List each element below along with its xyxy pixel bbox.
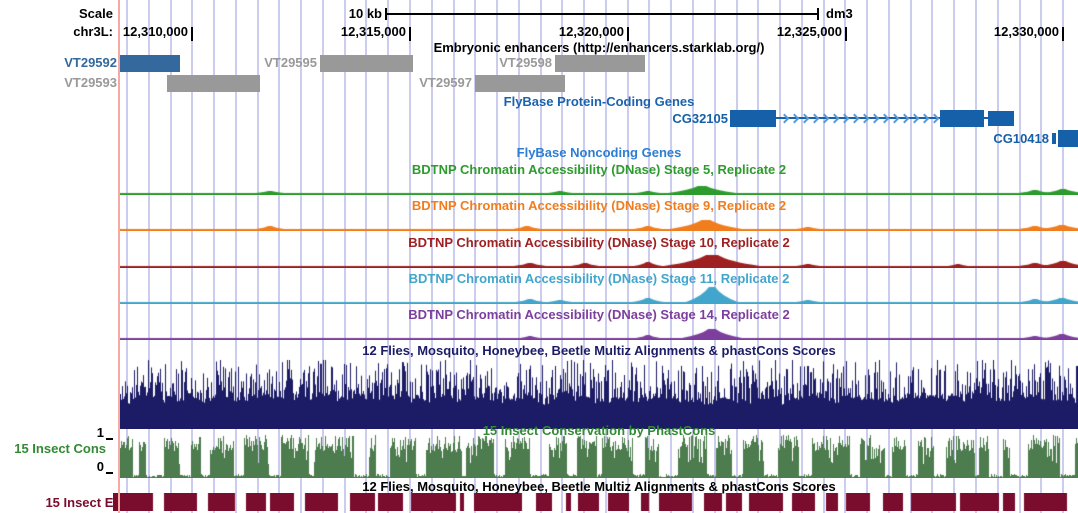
gene-intron-line[interactable] <box>984 117 988 119</box>
multiz-alignment-histogram[interactable] <box>120 358 1078 429</box>
gene-exon[interactable] <box>988 111 1014 126</box>
conserved-elements-track[interactable] <box>113 493 1078 511</box>
enhancer-item[interactable] <box>320 55 413 72</box>
scale-bar-end-right <box>817 8 819 20</box>
gene-exon[interactable] <box>940 110 984 127</box>
conserved-elements-left-label: 15 Insect El <box>45 496 117 510</box>
chromosome-label: chr3L: <box>73 24 113 39</box>
multiz-track-title-2: 12 Flies, Mosquito, Honeybee, Beetle Mul… <box>362 479 836 494</box>
intron-direction-arrow-icon <box>829 113 840 124</box>
enhancer-item[interactable] <box>475 75 565 92</box>
enhancer-item[interactable] <box>167 75 260 92</box>
ruler-tick-label: 12,315,000 <box>340 24 406 39</box>
intron-direction-arrow-icon <box>849 113 860 124</box>
ruler-tick-mark <box>191 27 193 41</box>
intron-direction-arrow-icon <box>819 113 830 124</box>
phastcons-left-label: 15 Insect Cons <box>14 441 106 456</box>
scale-row-label: Scale <box>79 6 113 21</box>
enhancer-item-label: VT29592 <box>64 55 117 70</box>
enhancer-item[interactable] <box>120 55 180 72</box>
gene-intron-line[interactable] <box>776 117 940 119</box>
assembly-label: dm3 <box>826 6 853 21</box>
dnase-signal-track[interactable] <box>120 322 1078 340</box>
gene-label: CG32105 <box>672 111 728 126</box>
ruler-tick-mark <box>409 27 411 41</box>
highlight-position-line <box>117 0 120 513</box>
enhancer-item[interactable] <box>555 55 645 72</box>
intron-direction-arrow-icon <box>789 113 800 124</box>
dnase-signal-track[interactable] <box>120 177 1078 195</box>
ruler-tick-mark <box>845 27 847 41</box>
axis-max-tick <box>106 438 113 440</box>
enhancer-item-label: VT29593 <box>64 75 117 90</box>
gene-label: CG10418 <box>993 131 1049 146</box>
ruler-tick-mark <box>627 27 629 41</box>
dnase-stage11-track-title: BDTNP Chromatin Accessibility (DNase) St… <box>408 271 790 286</box>
intron-direction-arrow-icon <box>899 113 910 124</box>
ruler-tick-label: 12,320,000 <box>558 24 624 39</box>
intron-direction-arrow-icon <box>839 113 850 124</box>
ruler-tick-label: 12,325,000 <box>776 24 842 39</box>
intron-direction-arrow-icon <box>919 113 930 124</box>
scale-bar-label: 10 kb <box>348 6 382 21</box>
noncoding-genes-track-title: FlyBase Noncoding Genes <box>516 145 682 160</box>
phastcons-conservation-histogram[interactable] <box>120 434 1078 478</box>
protein-coding-genes-track-title: FlyBase Protein-Coding Genes <box>503 94 695 109</box>
dnase-stage10-track-title: BDTNP Chromatin Accessibility (DNase) St… <box>408 235 790 250</box>
enhancer-item-label: VT29595 <box>264 55 317 70</box>
dnase-stage9-track-title: BDTNP Chromatin Accessibility (DNase) St… <box>411 198 787 213</box>
multiz-track-title: 12 Flies, Mosquito, Honeybee, Beetle Mul… <box>362 343 836 358</box>
dnase-stage5-track-title: BDTNP Chromatin Accessibility (DNase) St… <box>411 162 787 177</box>
intron-direction-arrow-icon <box>889 113 900 124</box>
gene-exon[interactable] <box>730 110 776 127</box>
intron-direction-arrow-icon <box>869 113 880 124</box>
dnase-signal-track[interactable] <box>120 286 1078 304</box>
phastcons-axis-max: 1 <box>96 425 104 440</box>
dnase-stage14-track-title: BDTNP Chromatin Accessibility (DNase) St… <box>408 307 790 322</box>
phastcons-track-title: 15 Insect Conservation by PhastCons <box>482 423 716 438</box>
dnase-signal-track[interactable] <box>120 250 1078 268</box>
ruler-tick-mark <box>1062 27 1064 41</box>
gene-exon[interactable] <box>1052 133 1056 144</box>
scale-bar-line <box>386 13 818 15</box>
dnase-signal-track[interactable] <box>120 213 1078 231</box>
enhancers-track-title: Embryonic enhancers (http://enhancers.st… <box>433 40 765 55</box>
intron-direction-arrow-icon <box>809 113 820 124</box>
ruler-tick-label: 12,330,000 <box>993 24 1059 39</box>
enhancer-item-label: VT29598 <box>499 55 552 70</box>
gene-exon[interactable] <box>1058 130 1078 147</box>
phastcons-axis-min: 0 <box>96 459 104 474</box>
ruler-tick-label: 12,310,000 <box>122 24 188 39</box>
scale-bar-end-left <box>385 8 387 20</box>
axis-min-tick <box>106 472 113 474</box>
enhancer-item-label: VT29597 <box>419 75 472 90</box>
